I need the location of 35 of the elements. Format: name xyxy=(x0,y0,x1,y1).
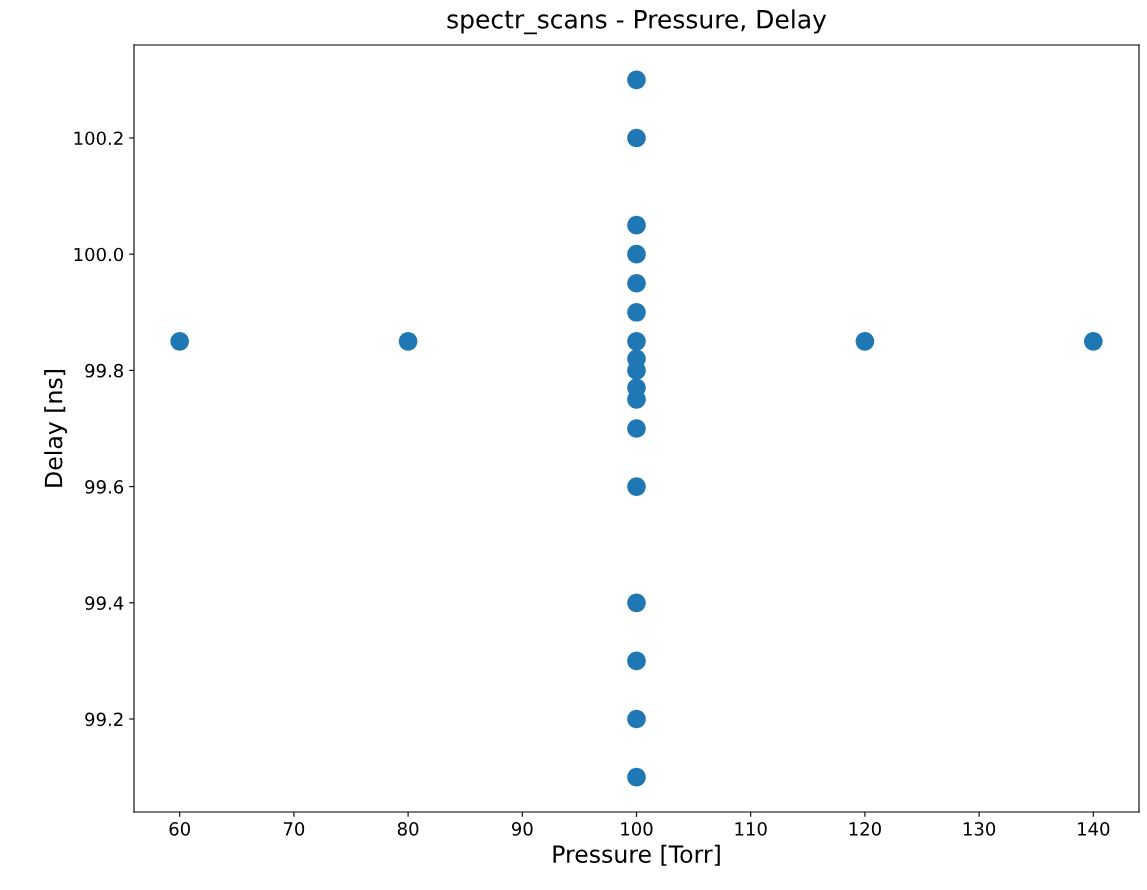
point xyxy=(627,767,646,787)
x-tick-label: 130 xyxy=(963,822,996,836)
y-axis-title: Delay [ns] xyxy=(44,370,68,487)
point xyxy=(627,128,646,148)
point xyxy=(627,593,646,613)
x-tick-label: 120 xyxy=(849,822,881,836)
point xyxy=(627,70,646,90)
y-tick-label: 100.0 xyxy=(74,247,124,262)
point xyxy=(627,215,646,235)
x-tick-label: 140 xyxy=(1078,822,1110,836)
point xyxy=(627,302,646,322)
y-tick-label: 99.2 xyxy=(85,712,123,727)
x-tick-label: 90 xyxy=(511,822,533,836)
x-tick-label: 70 xyxy=(283,822,305,836)
point xyxy=(627,419,646,438)
x-tick-label: 80 xyxy=(397,822,419,836)
y-tick-label: 99.8 xyxy=(85,363,124,378)
point xyxy=(1084,332,1103,351)
point xyxy=(170,332,189,351)
point xyxy=(627,651,646,671)
point xyxy=(627,709,646,729)
y-tick-label: 100.2 xyxy=(74,131,123,146)
point xyxy=(627,244,646,264)
x-axis-title: Pressure [Torr] xyxy=(553,844,720,866)
x-tick-label: 100 xyxy=(621,822,653,836)
point xyxy=(398,332,418,351)
y-tick-label: 99.4 xyxy=(85,596,124,610)
point xyxy=(855,332,875,351)
point xyxy=(627,332,646,351)
y-tick-label: 99.6 xyxy=(85,480,124,494)
chart-title: spectr_scans - Pressure, Delay xyxy=(447,9,827,35)
x-tick-label: 60 xyxy=(169,822,190,836)
x-tick-label: 110 xyxy=(735,822,767,836)
point xyxy=(627,477,646,496)
point xyxy=(627,273,646,293)
